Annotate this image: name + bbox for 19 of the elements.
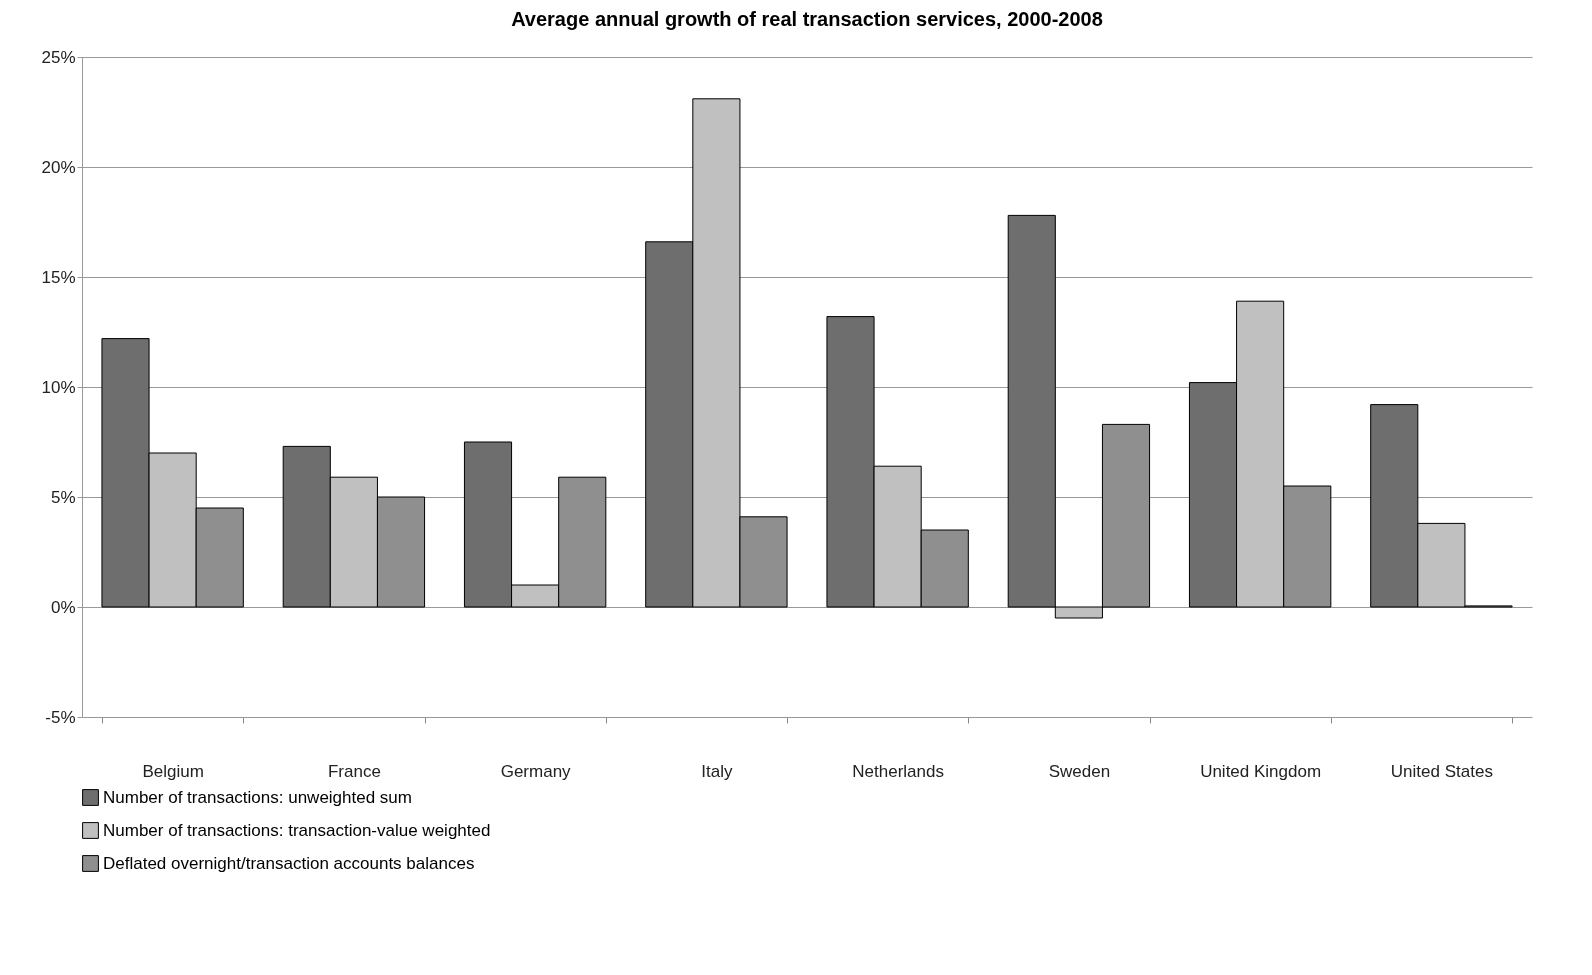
legend-label: Number of transactions: unweighted sum: [103, 787, 412, 807]
y-tick-label: 20%: [41, 157, 76, 177]
y-tick-label: 0%: [50, 597, 76, 617]
legend-label: Number of transactions: transaction-value weighted: [103, 820, 491, 840]
x-tick-label: Germany: [500, 761, 572, 781]
y-tick-label: 25%: [41, 47, 76, 67]
x-tick-label: Sweden: [1048, 761, 1111, 781]
x-tick-label: Italy: [701, 761, 733, 781]
x-tick-label: Belgium: [142, 761, 204, 781]
y-tick-label: 15%: [41, 267, 76, 287]
chart-title: Average annual growth of real transaction services, 2000-2008: [511, 8, 1103, 30]
x-tick-label: United States: [1390, 761, 1493, 781]
x-tick-label: France: [327, 761, 381, 781]
legend-label: Deflated overnight/transaction accounts balances: [103, 853, 475, 873]
x-tick-label: United Kingdom: [1200, 761, 1322, 781]
y-tick-label: 5%: [50, 487, 76, 507]
y-tick-label: -5%: [45, 707, 76, 727]
x-tick-label: Netherlands: [852, 761, 944, 781]
y-tick-label: 10%: [41, 377, 76, 397]
